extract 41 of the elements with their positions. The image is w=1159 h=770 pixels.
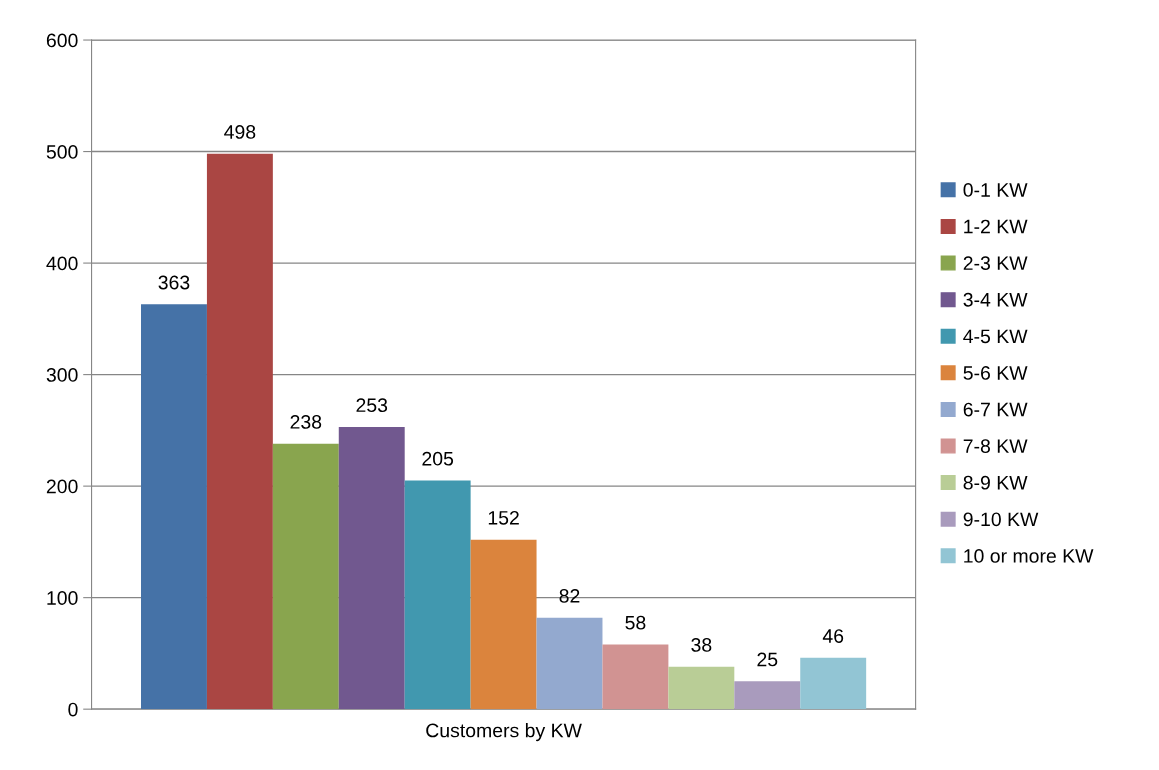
- bar: [470, 539, 537, 710]
- legend-label: 0-1 KW: [963, 183, 1028, 197]
- x-tick-label: Customers by KW: [426, 723, 582, 742]
- bar: [272, 443, 339, 710]
- y-tick-label: 400: [46, 256, 78, 271]
- legend-label: 5-6 KW: [963, 366, 1028, 380]
- data-label: 25: [757, 652, 778, 667]
- legend-label: 4-5 KW: [963, 329, 1028, 344]
- data-label: 58: [625, 615, 646, 630]
- data-label: 253: [356, 398, 388, 413]
- data-label: 363: [158, 275, 190, 290]
- data-label: 498: [224, 125, 256, 139]
- bar: [536, 617, 603, 710]
- bar: [800, 657, 867, 710]
- legend-label: 9-10 KW: [963, 512, 1039, 527]
- data-label: 238: [290, 415, 322, 429]
- bar: [734, 681, 801, 710]
- y-tick-label: 500: [46, 145, 78, 159]
- data-label: 152: [488, 510, 519, 525]
- y-tick-label: 600: [46, 33, 78, 48]
- data-label: 38: [691, 638, 712, 652]
- bar: [338, 427, 405, 710]
- data-label: 205: [422, 451, 454, 466]
- legend-label: 2-3 KW: [963, 256, 1028, 271]
- bar: [668, 666, 735, 710]
- data-label: 82: [559, 589, 580, 603]
- data-label: 46: [822, 629, 844, 643]
- legend-label: 7-8 KW: [963, 439, 1028, 454]
- legend-label: 1-2 KW: [964, 219, 1028, 234]
- y-tick-label: 300: [46, 368, 78, 382]
- bar: [404, 480, 471, 710]
- legend-label: 3-4 KW: [963, 292, 1028, 307]
- bar: [141, 304, 207, 710]
- y-tick-label: 100: [47, 591, 78, 605]
- y-tick-label: 0: [68, 702, 78, 717]
- bar: [602, 644, 669, 710]
- y-tick-label: 200: [46, 479, 78, 494]
- legend-label: 10 or more KW: [964, 549, 1094, 563]
- legend-label: 8-9 KW: [963, 475, 1028, 490]
- bar: [206, 153, 273, 710]
- legend-label: 6-7 KW: [963, 402, 1028, 417]
